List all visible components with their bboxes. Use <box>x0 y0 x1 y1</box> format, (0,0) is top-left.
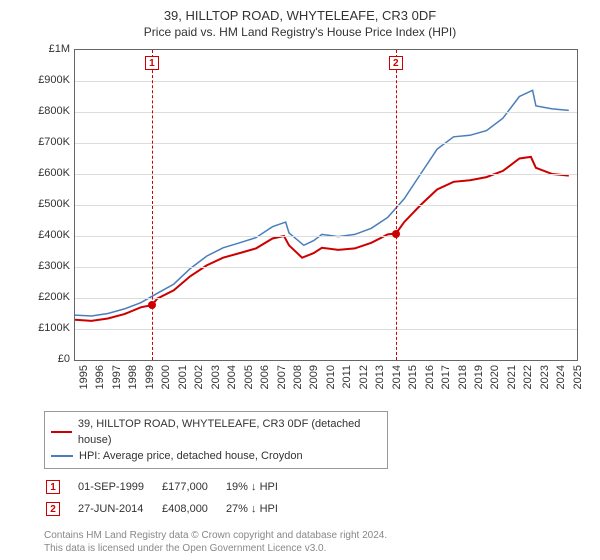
sale-date: 27-JUN-2014 <box>78 499 160 519</box>
sale-marker-line <box>396 50 397 360</box>
chart-area: 12 £0£100K£200K£300K£400K£500K£600K£700K… <box>20 45 580 405</box>
plot-area: 12 <box>74 49 578 361</box>
y-axis-label: £200K <box>20 291 70 303</box>
table-row: 2 27-JUN-2014£408,00027% ↓ HPI <box>46 499 294 519</box>
y-axis-label: £600K <box>20 167 70 179</box>
x-axis-label: 2021 <box>506 365 518 389</box>
legend-item: HPI: Average price, detached house, Croy… <box>51 448 381 464</box>
chart-subtitle: Price paid vs. HM Land Registry's House … <box>10 25 590 39</box>
y-axis-label: £700K <box>20 136 70 148</box>
series-line-property <box>75 157 569 321</box>
legend-item: 39, HILLTOP ROAD, WHYTELEAFE, CR3 0DF (d… <box>51 416 381 448</box>
x-axis-label: 2022 <box>522 365 534 389</box>
sales-table: 1 01-SEP-1999£177,00019% ↓ HPI 2 27-JUN-201… <box>44 475 296 521</box>
sale-delta: 19% ↓ HPI <box>226 477 294 497</box>
x-axis-label: 2003 <box>210 365 222 389</box>
x-axis-label: 2000 <box>160 365 172 389</box>
x-axis-label: 2013 <box>374 365 386 389</box>
x-axis-label: 2015 <box>407 365 419 389</box>
sale-price: £408,000 <box>162 499 224 519</box>
x-axis-label: 2016 <box>424 365 436 389</box>
x-axis-label: 2005 <box>243 365 255 389</box>
x-axis-label: 2009 <box>308 365 320 389</box>
chart-title: 39, HILLTOP ROAD, WHYTELEAFE, CR3 0DF <box>10 8 590 23</box>
x-axis-label: 2024 <box>555 365 567 389</box>
x-axis-label: 2025 <box>572 365 584 389</box>
y-axis-label: £0 <box>20 353 70 365</box>
y-axis-label: £800K <box>20 105 70 117</box>
gridline <box>75 112 577 113</box>
gridline <box>75 329 577 330</box>
series-line-hpi <box>75 90 569 316</box>
legend-label: HPI: Average price, detached house, Croy… <box>79 448 303 464</box>
x-axis-label: 2012 <box>358 365 370 389</box>
y-axis-label: £400K <box>20 229 70 241</box>
x-axis-label: 2004 <box>226 365 238 389</box>
sale-marker-line <box>152 50 153 360</box>
x-axis-label: 2020 <box>489 365 501 389</box>
x-axis-label: 2023 <box>539 365 551 389</box>
x-axis-label: 2018 <box>457 365 469 389</box>
sale-index-icon: 2 <box>46 502 60 516</box>
x-axis-label: 2011 <box>341 365 353 389</box>
attribution-line: This data is licensed under the Open Gov… <box>44 542 590 555</box>
x-axis-label: 2014 <box>391 365 403 389</box>
y-axis-label: £1M <box>20 43 70 55</box>
sale-marker-box: 1 <box>145 56 159 70</box>
gridline <box>75 236 577 237</box>
y-axis-label: £500K <box>20 198 70 210</box>
sale-dot <box>392 230 400 238</box>
x-axis-label: 2019 <box>473 365 485 389</box>
gridline <box>75 267 577 268</box>
gridline <box>75 143 577 144</box>
x-axis-label: 2006 <box>259 365 271 389</box>
legend-swatch <box>51 431 72 433</box>
x-axis-label: 2002 <box>193 365 205 389</box>
table-row: 1 01-SEP-1999£177,00019% ↓ HPI <box>46 477 294 497</box>
attribution: Contains HM Land Registry data © Crown c… <box>44 529 590 555</box>
x-axis-label: 1999 <box>144 365 156 389</box>
sale-index-icon: 1 <box>46 480 60 494</box>
x-axis-label: 2007 <box>276 365 288 389</box>
x-axis-label: 1997 <box>111 365 123 389</box>
sale-date: 01-SEP-1999 <box>78 477 160 497</box>
x-axis-label: 1998 <box>127 365 139 389</box>
x-axis-label: 2008 <box>292 365 304 389</box>
sale-delta: 27% ↓ HPI <box>226 499 294 519</box>
y-axis-label: £300K <box>20 260 70 272</box>
sale-price: £177,000 <box>162 477 224 497</box>
x-axis-label: 1996 <box>94 365 106 389</box>
gridline <box>75 298 577 299</box>
gridline <box>75 174 577 175</box>
gridline <box>75 81 577 82</box>
x-axis-label: 2001 <box>177 365 189 389</box>
legend: 39, HILLTOP ROAD, WHYTELEAFE, CR3 0DF (d… <box>44 411 388 469</box>
x-axis-label: 1995 <box>78 365 90 389</box>
x-axis-label: 2017 <box>440 365 452 389</box>
y-axis-label: £900K <box>20 74 70 86</box>
sale-marker-box: 2 <box>389 56 403 70</box>
sale-dot <box>148 301 156 309</box>
legend-swatch <box>51 455 73 457</box>
legend-label: 39, HILLTOP ROAD, WHYTELEAFE, CR3 0DF (d… <box>78 416 381 448</box>
y-axis-label: £100K <box>20 322 70 334</box>
x-axis-label: 2010 <box>325 365 337 389</box>
gridline <box>75 205 577 206</box>
attribution-line: Contains HM Land Registry data © Crown c… <box>44 529 590 542</box>
